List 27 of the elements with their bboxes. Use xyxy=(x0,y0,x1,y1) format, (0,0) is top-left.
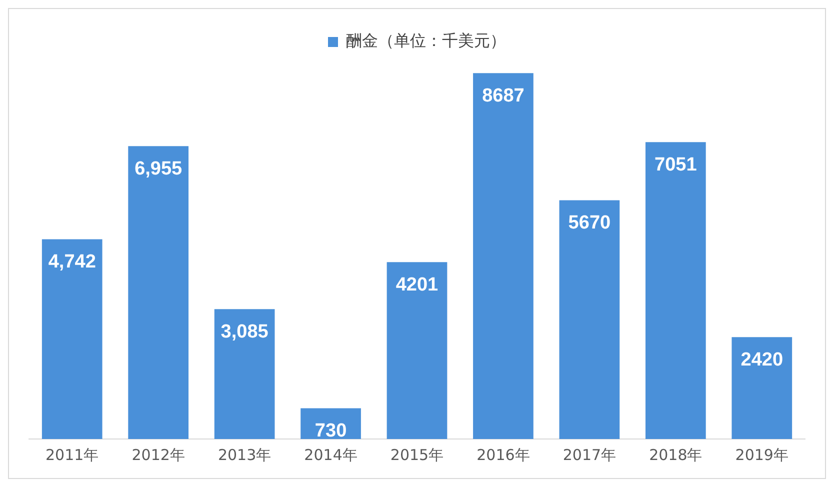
legend-label: 酬金（单位：千美元） xyxy=(346,31,506,50)
data-label: 3,085 xyxy=(220,321,269,342)
bar xyxy=(386,262,448,439)
data-label: 5670 xyxy=(568,212,611,234)
data-label: 730 xyxy=(314,420,347,442)
data-label: 7051 xyxy=(654,154,698,176)
bar xyxy=(42,239,102,439)
x-tick-label: 2015年 xyxy=(390,446,444,464)
data-label: 4,742 xyxy=(48,252,96,273)
data-label: 2420 xyxy=(740,349,784,370)
bar xyxy=(128,146,189,439)
bar xyxy=(732,337,792,439)
x-tick-label: 2013年 xyxy=(218,446,272,464)
bar xyxy=(473,73,534,439)
data-label: 4201 xyxy=(396,274,439,296)
bar xyxy=(214,309,275,439)
x-tick-label: 2011年 xyxy=(46,446,99,464)
x-tick-label: 2017年 xyxy=(562,446,616,464)
data-label: 6,955 xyxy=(134,158,183,180)
x-tick-label: 2018年 xyxy=(649,446,702,464)
bar xyxy=(645,142,706,439)
x-tick-label: 2014年 xyxy=(304,446,358,464)
bar xyxy=(559,200,620,439)
x-tick-label: 2016年 xyxy=(476,446,530,464)
data-label: 8687 xyxy=(482,85,524,106)
x-tick-label: 2012年 xyxy=(132,446,185,464)
x-tick-label: 2019年 xyxy=(735,446,788,464)
